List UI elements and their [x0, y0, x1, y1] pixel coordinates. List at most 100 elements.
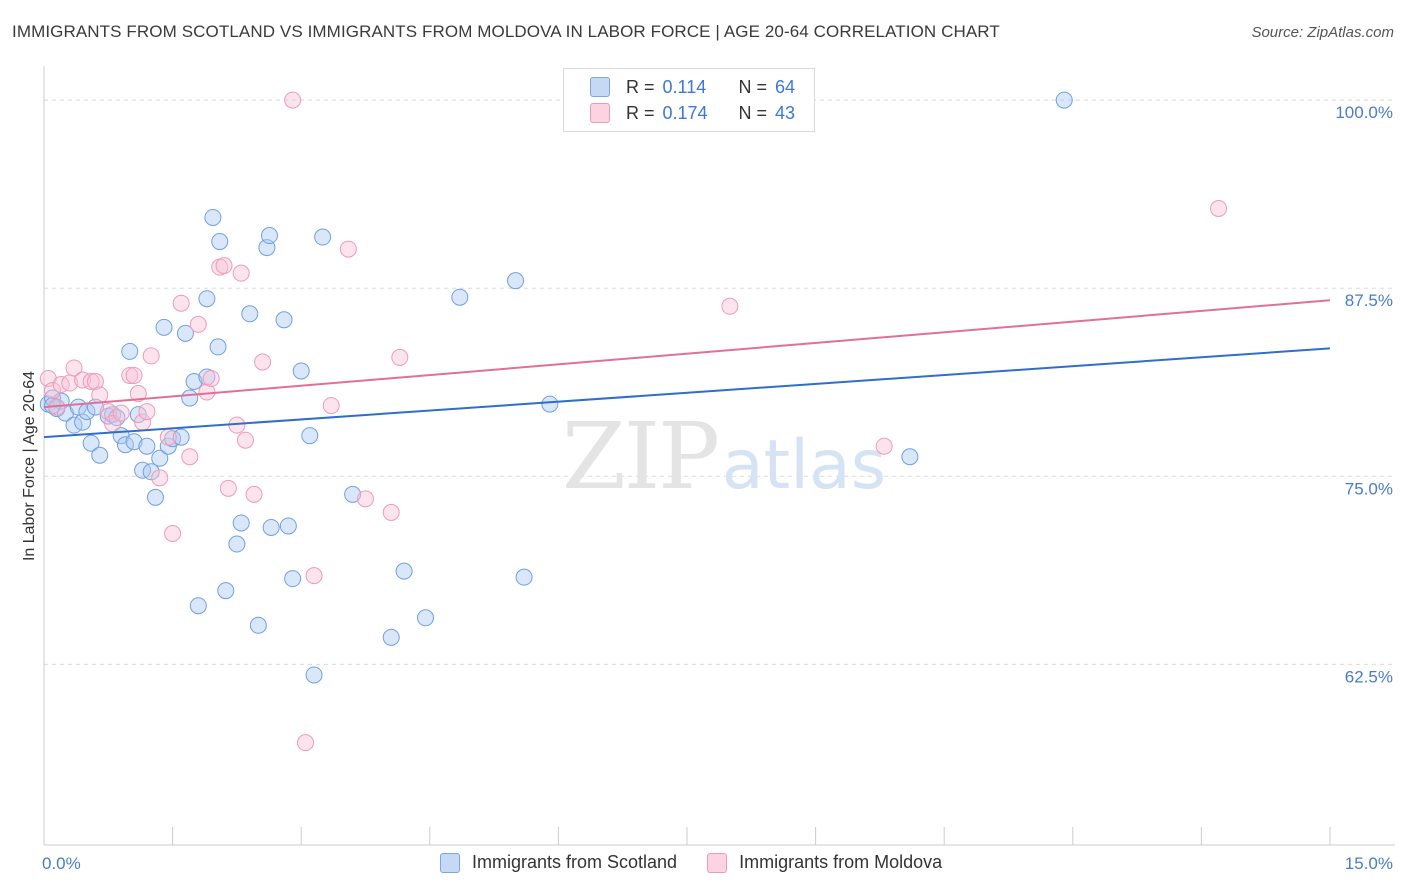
moldova-point: [189, 315, 207, 333]
moldova-point: [44, 382, 62, 400]
scotland-point: [451, 288, 469, 306]
series-swatch-moldova: [707, 852, 728, 873]
moldova-point: [875, 437, 893, 455]
series-name-scotland: Immigrants from Scotland: [472, 852, 678, 872]
chart-title: IMMIGRANTS FROM SCOTLAND VS IMMIGRANTS F…: [12, 22, 1000, 41]
scotland-point: [292, 362, 310, 380]
legend-r-value-moldova: 0.174: [662, 102, 708, 123]
y-tick-label: 87.5%: [1345, 291, 1393, 310]
scotland-point: [1055, 91, 1073, 109]
scotland-point: [228, 535, 246, 553]
scotland-point: [146, 488, 164, 506]
source-credit: Source: ZipAtlas.com: [1251, 24, 1394, 41]
scotland-point: [275, 311, 293, 329]
moldova-point: [82, 373, 100, 391]
y-tick-labels: 62.5% 75.0% 87.5% 100.0%: [1335, 103, 1393, 686]
moldova-point: [382, 503, 400, 521]
scotland-point: [232, 514, 250, 532]
scotland-point: [185, 373, 203, 391]
moldova-point: [91, 386, 109, 404]
scotland-point: [91, 446, 109, 464]
scotland-point: [151, 449, 169, 467]
series-moldova-points: [39, 91, 1228, 752]
series-legend: Immigrants from Scotland Immigrants from…: [440, 852, 972, 873]
scotland-point: [217, 582, 235, 600]
moldova-point: [245, 485, 263, 503]
y-axis-label: In Labor Force | Age 20-64: [21, 371, 38, 561]
scotland-point: [189, 597, 207, 615]
scotland-point: [198, 290, 216, 308]
legend-swatch-scotland: [590, 77, 610, 97]
x-tick-labels: 0.0% 15.0%: [42, 854, 1393, 873]
series-legend-moldova: Immigrants from Moldova: [707, 852, 942, 873]
moldova-point: [138, 403, 156, 421]
gridlines: [44, 99, 1395, 665]
scotland-point: [155, 318, 173, 336]
scotland-point: [134, 461, 152, 479]
scotland-point: [249, 616, 267, 634]
legend-n-value-moldova: 43: [775, 102, 796, 123]
trend-lines: [43, 299, 1331, 439]
scotland-point: [138, 437, 156, 455]
scotland-point: [204, 208, 222, 226]
scotland-point: [125, 433, 143, 451]
moldova-point: [305, 567, 323, 585]
scotland-point: [515, 568, 533, 586]
x-tick-label-max: 15.0%: [1345, 854, 1393, 873]
moldova-point: [215, 257, 233, 275]
scotland-point: [284, 570, 302, 588]
scotland-point: [209, 338, 227, 356]
moldova-point: [159, 428, 177, 446]
legend-r-value-scotland: 0.114: [662, 76, 707, 97]
moldova-point: [74, 371, 92, 389]
moldova-point: [232, 264, 250, 282]
moldova-point: [142, 347, 160, 365]
series-name-moldova: Immigrants from Moldova: [739, 852, 943, 872]
moldova-point: [151, 469, 169, 487]
scotland-point: [82, 434, 100, 452]
series-swatch-scotland: [440, 852, 460, 873]
moldova-point: [357, 490, 374, 508]
series-legend-scotland: Immigrants from Scotland: [440, 852, 677, 873]
moldova-point: [202, 369, 220, 387]
scotland-point: [74, 413, 92, 431]
scotland-point: [211, 233, 229, 251]
moldova-point: [181, 448, 199, 466]
watermark-atlas: atlas: [722, 426, 886, 505]
stats-legend: R = 0.114 N = 64 R = 0.174 N = 43: [563, 68, 815, 132]
scotland-point: [305, 666, 323, 684]
moldova-point: [322, 397, 340, 415]
scotland-point: [541, 395, 559, 413]
x-tick-label-min: 0.0%: [42, 854, 81, 873]
scotland-point: [279, 517, 297, 535]
trend-line-scotland: [43, 347, 1331, 439]
legend-r-label: R =: [626, 76, 655, 97]
legend-swatch-moldova: [590, 103, 610, 123]
scotland-point: [121, 342, 139, 360]
scotland-point: [142, 463, 160, 481]
scotland-point: [382, 628, 400, 646]
scotland-point: [241, 305, 259, 323]
moldova-point: [86, 373, 104, 391]
scotland-point: [301, 427, 319, 445]
moldova-point: [391, 348, 409, 366]
scotland-point: [262, 518, 280, 536]
scotland-point: [176, 324, 194, 342]
y-tick-label: 75.0%: [1345, 479, 1393, 498]
moldova-point: [52, 376, 70, 394]
scotland-point: [395, 562, 413, 580]
scotland-point: [901, 448, 919, 466]
moldova-point: [339, 240, 357, 258]
scotland-point: [172, 428, 190, 446]
moldova-point: [125, 366, 143, 384]
moldova-point: [172, 294, 190, 312]
moldova-point: [164, 524, 182, 542]
scotland-point: [260, 227, 278, 245]
moldova-point: [296, 734, 314, 752]
moldova-point: [284, 91, 302, 109]
legend-n-value-scotland: 64: [775, 76, 796, 97]
scotland-point: [181, 389, 199, 407]
moldova-point: [721, 297, 739, 315]
legend-row-scotland: R = 0.114 N = 64: [590, 74, 795, 100]
